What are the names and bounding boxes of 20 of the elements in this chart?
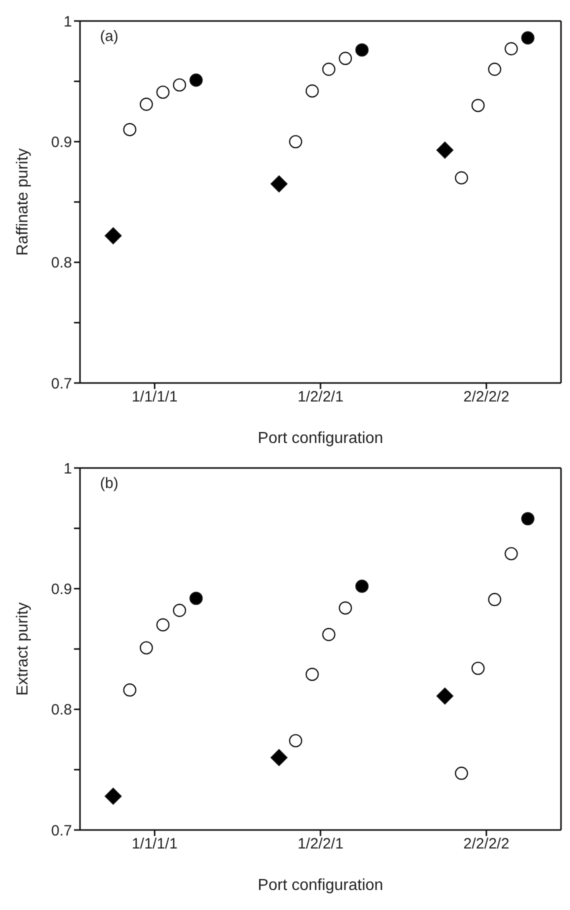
x-axis-title: Port configuration bbox=[258, 430, 384, 447]
x-tick-label: 1/2/2/1 bbox=[298, 836, 344, 853]
x-axis-title: Port configuration bbox=[258, 877, 384, 894]
y-tick-label: 0.7 bbox=[51, 375, 72, 392]
y-tick-label: 0.8 bbox=[51, 702, 72, 719]
x-tick-label: 1/2/2/1 bbox=[298, 388, 344, 406]
x-tick-label: 2/2/2/2 bbox=[463, 388, 510, 406]
y-tick-label: 0.9 bbox=[51, 134, 72, 151]
x-tick-label: 2/2/2/2 bbox=[463, 836, 510, 853]
x-tick-label: 1/1/1/1 bbox=[132, 836, 178, 853]
annotation: (a) bbox=[100, 28, 118, 45]
y-tick-label: 1 bbox=[64, 460, 72, 478]
y-axis-title: Raffinate purity bbox=[14, 148, 32, 256]
y-tick-label: 0.8 bbox=[51, 254, 72, 272]
y-axis-title: Extract purity bbox=[14, 602, 32, 696]
annotation: (b) bbox=[100, 475, 118, 492]
x-tick-label: 1/1/1/1 bbox=[132, 388, 178, 406]
y-tick-label: 1 bbox=[64, 13, 72, 30]
y-tick-label: 0.9 bbox=[51, 580, 72, 598]
y-tick-label: 0.7 bbox=[51, 822, 72, 840]
